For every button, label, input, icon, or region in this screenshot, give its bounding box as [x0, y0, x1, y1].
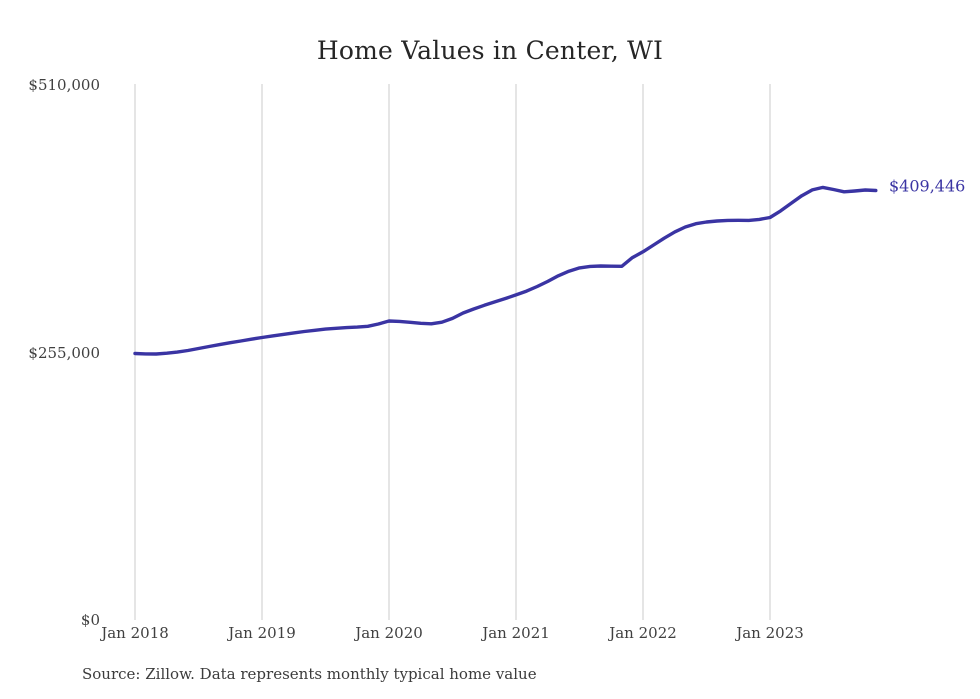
- x-tick-label: Jan 2022: [609, 624, 677, 642]
- chart-title: Home Values in Center, WI: [316, 36, 664, 65]
- y-tick-label: $510,000: [28, 76, 100, 94]
- home-value-line-series: [133, 185, 878, 356]
- x-tick-label: Jan 2018: [101, 624, 169, 642]
- y-tick-label: $255,000: [28, 343, 100, 362]
- last-value-data-label: $409,446: [889, 176, 966, 196]
- x-tick-label: Jan 2019: [228, 624, 296, 642]
- y-tick-label: $0: [80, 611, 100, 629]
- source-note: Source: Zillow. Data represents monthly …: [82, 665, 537, 683]
- x-tick-label: Jan 2023: [736, 624, 804, 642]
- x-tick-label: Jan 2021: [482, 624, 550, 642]
- x-tick-label: Jan 2020: [355, 624, 423, 642]
